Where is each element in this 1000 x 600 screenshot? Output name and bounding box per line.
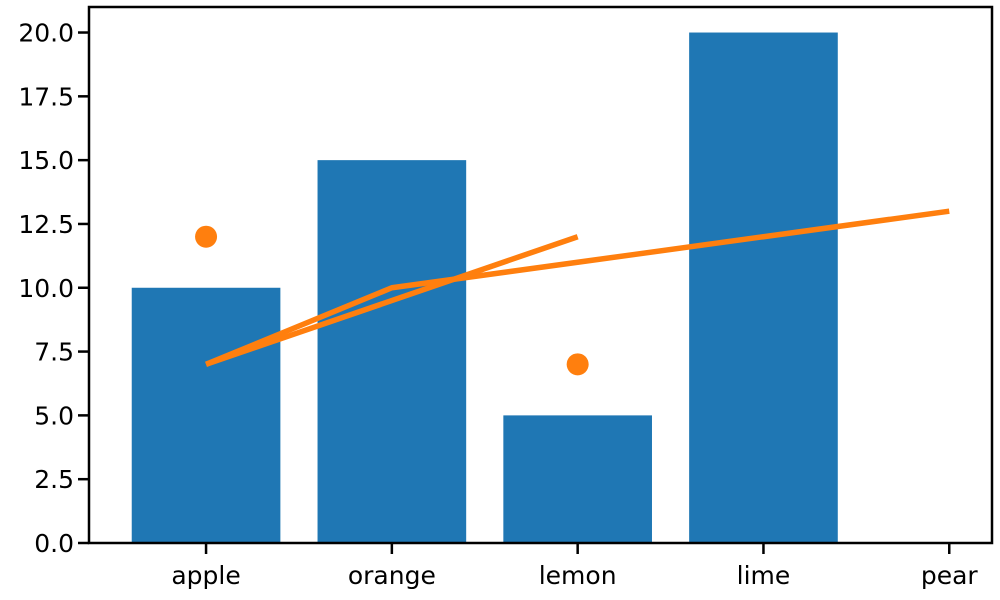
y-tick-label-12.5: 12.5 [18,210,74,239]
y-tick-label-15.0: 15.0 [18,146,74,175]
dot-apple [195,225,218,248]
plot-frame [87,5,994,545]
y-tick-label-17.5: 17.5 [18,82,74,111]
y-tick-label-2.5: 2.5 [34,465,74,494]
x-tick-label-apple: apple [171,561,240,590]
bar-lime [689,32,838,544]
dot-lemon [566,353,589,376]
line-straight [205,234,579,367]
y-tick-label-7.5: 7.5 [34,338,74,367]
line-bent [205,208,950,367]
y-tick-label-20.0: 20.0 [18,19,74,48]
bar-orange [317,160,467,543]
x-tick-label-lemon: lemon [539,561,617,590]
bar-lemon [503,415,652,543]
x-tick-label-lime: lime [737,561,791,590]
y-tick-label-0.0: 0.0 [34,529,74,558]
x-tick-label-orange: orange [348,561,436,590]
bar-apple [131,287,281,543]
y-tick-label-5.0: 5.0 [34,401,74,430]
x-tick-label-pear: pear [921,561,979,590]
y-tick-label-10.0: 10.0 [18,274,74,303]
